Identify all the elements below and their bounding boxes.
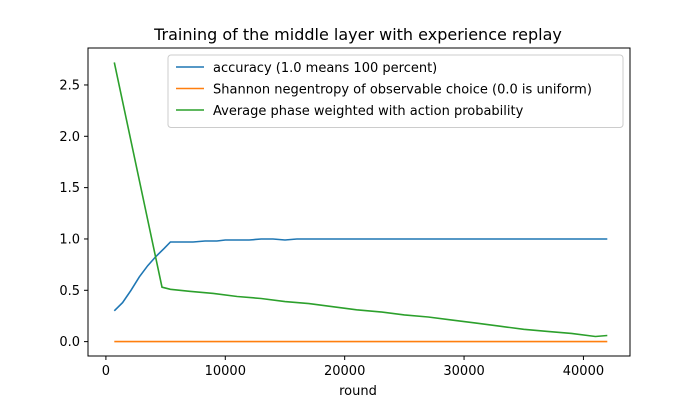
x-tick-label: 40000	[563, 364, 604, 379]
x-tick-label: 10000	[205, 364, 246, 379]
y-tick-label: 1.0	[59, 232, 80, 247]
y-tick-label: 2.5	[59, 78, 80, 93]
y-axis: 0.0 0.5 1.0 1.5 2.0 2.5	[59, 78, 88, 350]
legend-box	[167, 54, 624, 128]
chart-title: Training of the middle layer with experi…	[153, 25, 562, 44]
legend-entry: Average phase weighted with action proba…	[213, 104, 524, 119]
x-tick-label: 30000	[443, 364, 484, 379]
legend: accuracy (1.0 means 100 percent) Shannon …	[167, 54, 624, 128]
y-tick-label: 0.0	[59, 335, 80, 350]
y-tick-label: 2.0	[59, 130, 80, 145]
x-axis: 0 10000 20000 30000 40000	[102, 356, 604, 379]
plot-area	[113, 62, 608, 343]
legend-entry: Shannon negentropy of observable choice …	[213, 83, 592, 98]
series-line-1	[113, 238, 608, 312]
x-axis-label: round	[339, 384, 377, 399]
axes-frame	[87, 47, 631, 357]
x-tick-label: 20000	[324, 364, 365, 379]
x-tick-label: 0	[102, 364, 110, 379]
legend-entry: accuracy (1.0 means 100 percent)	[213, 61, 437, 76]
y-tick-label: 1.5	[59, 181, 80, 196]
series-line-3	[113, 62, 608, 338]
y-tick-label: 0.5	[59, 284, 80, 299]
